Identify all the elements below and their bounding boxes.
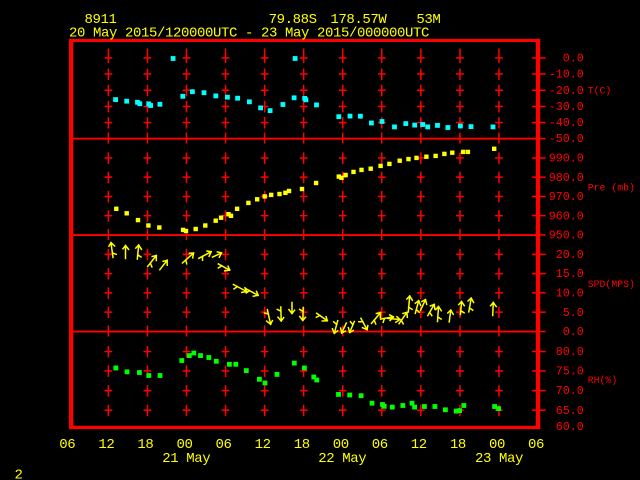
svg-text:80.0: 80.0 — [556, 345, 584, 359]
svg-text:75.0: 75.0 — [556, 365, 584, 379]
svg-text:0.0: 0.0 — [563, 325, 584, 339]
svg-text:65.0: 65.0 — [556, 404, 584, 418]
svg-text:06: 06 — [528, 437, 544, 453]
svg-text:10.0: 10.0 — [556, 287, 584, 301]
svg-text:12: 12 — [255, 437, 271, 453]
svg-text:-20.0: -20.0 — [549, 84, 584, 98]
svg-text:18: 18 — [450, 437, 466, 453]
svg-text:18: 18 — [294, 437, 310, 453]
svg-text:950.0: 950.0 — [549, 229, 584, 243]
svg-text:970.0: 970.0 — [549, 190, 584, 204]
svg-text:18: 18 — [137, 437, 153, 453]
svg-text:SPD(MPS): SPD(MPS) — [588, 279, 635, 290]
svg-text:21 May: 21 May — [162, 451, 210, 467]
svg-text:23 May: 23 May — [475, 451, 523, 467]
svg-text:2: 2 — [15, 467, 23, 480]
svg-text:12: 12 — [98, 437, 114, 453]
svg-text:53M: 53M — [416, 12, 440, 28]
svg-text:-30.0: -30.0 — [549, 100, 584, 114]
svg-text:0.0: 0.0 — [563, 52, 584, 66]
svg-text:06: 06 — [215, 437, 231, 453]
svg-text:70.0: 70.0 — [556, 384, 584, 398]
svg-text:960.0: 960.0 — [549, 209, 584, 223]
svg-text:980.0: 980.0 — [549, 171, 584, 185]
svg-text:8911: 8911 — [85, 12, 117, 28]
svg-text:00: 00 — [333, 437, 349, 453]
svg-text:20.0: 20.0 — [556, 248, 584, 262]
svg-text:-40.0: -40.0 — [549, 116, 584, 130]
svg-text:20 May 2015/120000UTC - 23 May: 20 May 2015/120000UTC - 23 May 2015/0000… — [69, 25, 429, 41]
svg-text:60.0: 60.0 — [556, 420, 584, 434]
svg-text:-50.0: -50.0 — [549, 132, 584, 146]
svg-text:990.0: 990.0 — [549, 152, 584, 166]
svg-text:06: 06 — [372, 437, 388, 453]
svg-text:12: 12 — [411, 437, 427, 453]
svg-text:06: 06 — [59, 437, 75, 453]
svg-text:00: 00 — [176, 437, 192, 453]
svg-text:15.0: 15.0 — [556, 267, 584, 281]
svg-text:22 May: 22 May — [318, 451, 366, 467]
svg-text:178.57W: 178.57W — [330, 12, 387, 28]
svg-text:5.0: 5.0 — [563, 306, 584, 320]
svg-text:-10.0: -10.0 — [549, 68, 584, 82]
svg-text:T(C): T(C) — [588, 86, 612, 97]
svg-text:Pre (mb): Pre (mb) — [588, 182, 635, 193]
svg-text:00: 00 — [489, 437, 505, 453]
svg-text:RH(%): RH(%) — [588, 375, 617, 386]
svg-text:79.88S: 79.88S — [269, 12, 317, 28]
